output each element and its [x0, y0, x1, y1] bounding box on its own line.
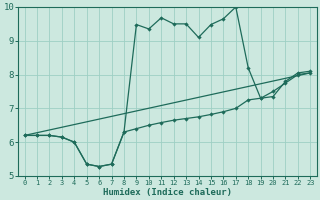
X-axis label: Humidex (Indice chaleur): Humidex (Indice chaleur) [103, 188, 232, 197]
